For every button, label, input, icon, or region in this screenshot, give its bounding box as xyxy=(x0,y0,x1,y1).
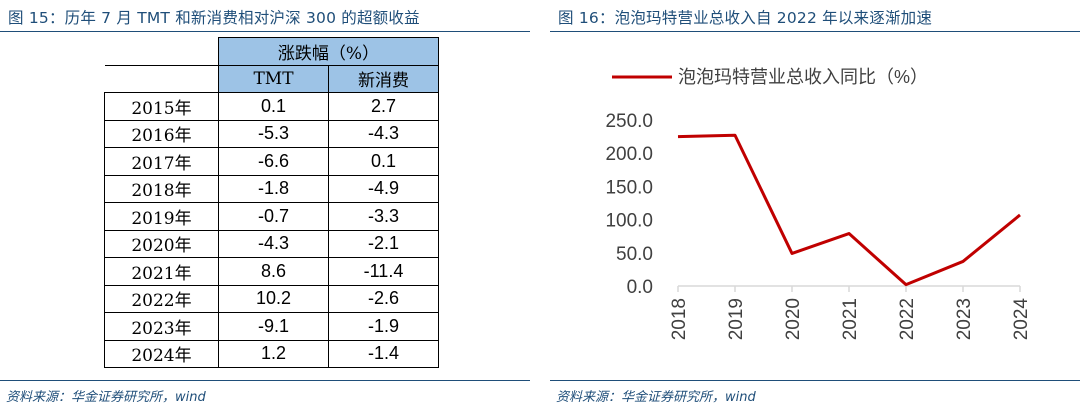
title-rule xyxy=(550,31,1080,32)
cell-consumer: -4.9 xyxy=(328,174,439,203)
cell-tmt: -4.3 xyxy=(218,229,329,258)
row-year: 2022年 xyxy=(104,284,219,313)
x-tick-label: 2019 xyxy=(726,298,747,340)
y-tick-label: 100.0 xyxy=(605,211,653,232)
revenue-growth-chart: 泡泡玛特营业总收入同比（%） 0.0 50.0 100.0 150.0 200.0 250… xyxy=(605,67,1032,340)
y-tick-label: 200.0 xyxy=(605,144,653,165)
table-row: 2017年 -6.6 0.1 xyxy=(104,147,439,176)
cell-consumer: -4.3 xyxy=(328,119,439,148)
y-tick-label: 150.0 xyxy=(605,177,653,198)
figure-15-source: 资料来源：华金证券研究所，wind xyxy=(6,390,206,405)
title-rule xyxy=(0,31,530,32)
table-corner-cell xyxy=(104,37,219,66)
cell-consumer: -2.6 xyxy=(328,284,439,313)
cell-consumer: -11.4 xyxy=(328,257,439,286)
y-tick-label: 250.0 xyxy=(605,111,653,132)
row-year: 2015年 xyxy=(104,92,219,121)
cell-consumer: -2.1 xyxy=(328,229,439,258)
cell-tmt: 0.1 xyxy=(218,92,329,121)
x-tick-label: 2022 xyxy=(897,298,918,340)
row-year: 2019年 xyxy=(104,202,219,231)
cell-tmt: 1.2 xyxy=(218,339,329,368)
source-rule xyxy=(0,380,530,381)
row-year: 2024年 xyxy=(104,339,219,368)
column-header-tmt: TMT xyxy=(218,64,329,93)
table-row: 2015年 0.1 2.7 xyxy=(104,92,439,121)
table-row: 2018年 -1.8 -4.9 xyxy=(104,174,439,203)
cell-tmt: -6.6 xyxy=(218,147,329,176)
cell-consumer: -1.9 xyxy=(328,312,439,341)
cell-tmt: 10.2 xyxy=(218,284,329,313)
x-tick-label: 2018 xyxy=(669,298,690,340)
table-column-header-row: TMT 新消费 xyxy=(104,64,439,93)
x-tick-label: 2023 xyxy=(954,298,975,340)
table-group-header: 涨跌幅（%） xyxy=(218,37,439,66)
chart-axes: 0.0 50.0 100.0 150.0 200.0 250.0 2018 2019 2020 2… xyxy=(605,111,1032,340)
table-row: 2022年 10.2 -2.6 xyxy=(104,284,439,313)
table-row: 2019年 -0.7 -3.3 xyxy=(104,202,439,231)
cell-tmt: 8.6 xyxy=(218,257,329,286)
table-row: 2021年 8.6 -11.4 xyxy=(104,257,439,286)
x-tick-label: 2020 xyxy=(783,298,804,340)
table-row: 2024年 1.2 -1.4 xyxy=(104,339,439,368)
figure-16-panel: 图 16：泡泡玛特营业总收入自 2022 年以来逐渐加速 泡泡玛特营业总收入同比… xyxy=(550,0,1080,410)
row-year: 2017年 xyxy=(104,147,219,176)
row-year: 2020年 xyxy=(104,229,219,258)
cell-tmt: -0.7 xyxy=(218,202,329,231)
row-year: 2016年 xyxy=(104,119,219,148)
table-row: 2020年 -4.3 -2.1 xyxy=(104,229,439,258)
x-tick-label: 2021 xyxy=(840,298,861,340)
chart-plot-area xyxy=(677,133,1021,287)
cell-consumer: -1.4 xyxy=(328,339,439,368)
source-rule xyxy=(550,380,1080,381)
column-header-consumer: 新消费 xyxy=(328,64,439,93)
y-tick-label: 0.0 xyxy=(627,277,653,298)
x-tick-label: 2024 xyxy=(1011,298,1032,341)
row-year: 2021年 xyxy=(104,257,219,286)
cell-consumer: 0.1 xyxy=(328,147,439,176)
cell-tmt: -1.8 xyxy=(218,174,329,203)
figure-15-title: 图 15：历年 7 月 TMT 和新消费相对沪深 300 的超额收益 xyxy=(8,9,420,27)
figure-15-panel: 图 15：历年 7 月 TMT 和新消费相对沪深 300 的超额收益 涨跌幅（%… xyxy=(0,0,530,410)
chart-legend: 泡泡玛特营业总收入同比（%） xyxy=(612,67,928,87)
table-group-header-row: 涨跌幅（%） xyxy=(104,37,439,66)
series-line-revenue-growth xyxy=(677,133,1021,287)
cell-tmt: -5.3 xyxy=(218,119,329,148)
table-row: 2016年 -5.3 -4.3 xyxy=(104,119,439,148)
cell-consumer: 2.7 xyxy=(328,92,439,121)
figure-16-source: 资料来源：华金证券研究所，wind xyxy=(556,390,756,405)
cell-tmt: -9.1 xyxy=(218,312,329,341)
row-year: 2023年 xyxy=(104,312,219,341)
legend-label: 泡泡玛特营业总收入同比（%） xyxy=(678,67,928,87)
figure-16-title: 图 16：泡泡玛特营业总收入自 2022 年以来逐渐加速 xyxy=(558,9,933,27)
excess-return-table: 涨跌幅（%） TMT 新消费 2015年 0.1 2.7 2016年 -5.3 -4.3 2… xyxy=(104,37,439,368)
table-row: 2023年 -9.1 -1.9 xyxy=(104,312,439,341)
y-tick-label: 50.0 xyxy=(616,244,653,265)
cell-consumer: -3.3 xyxy=(328,202,439,231)
row-year: 2018年 xyxy=(104,174,219,203)
table-corner-cell xyxy=(104,65,219,93)
